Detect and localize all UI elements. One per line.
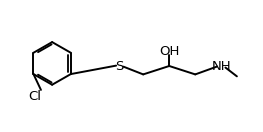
Text: S: S: [116, 60, 124, 72]
Text: OH: OH: [159, 45, 179, 58]
Text: Cl: Cl: [29, 90, 42, 103]
Text: NH: NH: [211, 60, 231, 72]
